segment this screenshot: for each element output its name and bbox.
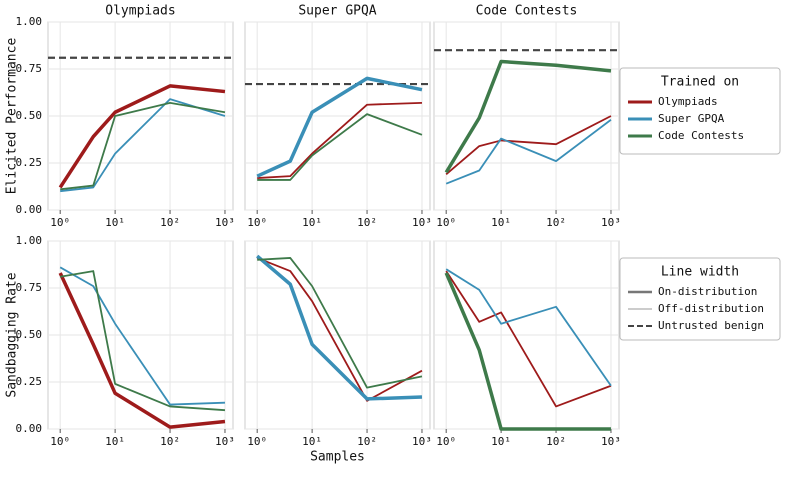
legend-label: Untrusted benign	[658, 319, 764, 332]
y-tick-label: 1.00	[16, 15, 43, 28]
x-axis-label: Samples	[310, 450, 365, 465]
x-tick-label: 10²	[357, 216, 377, 229]
legend-title: Line width	[661, 265, 739, 280]
x-tick-label: 10²	[160, 216, 180, 229]
series-line	[257, 113, 423, 181]
x-tick-label: 10⁰	[436, 216, 456, 229]
panel-title: Super GPQA	[298, 4, 376, 19]
y-axis-label: Sandbagging Rate	[5, 272, 20, 397]
x-tick-label: 10¹	[491, 435, 511, 448]
x-tick-label: 10¹	[302, 216, 322, 229]
series-line	[257, 257, 423, 389]
x-tick-label: 10¹	[105, 435, 125, 448]
x-tick-label: 10³	[412, 435, 432, 448]
x-tick-label: 10²	[160, 435, 180, 448]
x-tick-label: 10⁰	[247, 216, 267, 229]
legend-label: On-distribution	[658, 285, 757, 298]
y-tick-label: 0.00	[16, 203, 43, 216]
series-line	[60, 101, 226, 191]
y-tick-label: 0.75	[16, 62, 43, 75]
x-tick-label: 10³	[412, 216, 432, 229]
y-tick-label: 0.75	[16, 281, 43, 294]
y-tick-label: 0.00	[16, 422, 43, 435]
x-tick-label: 10⁰	[50, 216, 70, 229]
x-tick-label: 10¹	[105, 216, 125, 229]
legend-label: Code Contests	[658, 129, 744, 142]
series-line	[256, 254, 423, 401]
series-line	[445, 268, 612, 387]
legend-box	[619, 257, 781, 341]
y-axis-label: Elicited Performance	[5, 38, 20, 195]
y-tick-label: 0.50	[16, 328, 43, 341]
x-tick-label: 10³	[215, 216, 235, 229]
series-line	[256, 257, 423, 402]
series-line	[58, 84, 226, 189]
series-line	[256, 76, 423, 178]
series-line	[60, 98, 226, 193]
panel-title: Olympiads	[105, 4, 175, 19]
series-line	[257, 101, 423, 179]
y-tick-label: 0.25	[16, 156, 43, 169]
legend-label: Olympiads	[658, 95, 718, 108]
legend-label: Off-distribution	[658, 302, 764, 315]
series-line	[445, 119, 612, 185]
x-tick-label: 10³	[215, 435, 235, 448]
x-tick-label: 10⁰	[247, 435, 267, 448]
series-line	[60, 270, 226, 412]
series-line	[444, 59, 612, 174]
panel-title: Code Contests	[476, 4, 578, 19]
x-tick-label: 10¹	[302, 435, 322, 448]
x-tick-label: 10²	[357, 435, 377, 448]
y-tick-label: 1.00	[16, 234, 43, 247]
series-line	[59, 266, 226, 406]
x-tick-label: 10³	[601, 216, 621, 229]
series-line	[445, 270, 612, 408]
series-line	[58, 272, 226, 429]
x-tick-label: 10⁰	[436, 435, 456, 448]
series-line	[444, 272, 611, 431]
x-tick-label: 10¹	[491, 216, 511, 229]
x-tick-label: 10³	[601, 435, 621, 448]
x-tick-label: 10⁰	[50, 435, 70, 448]
legend-title: Trained on	[661, 75, 739, 90]
x-tick-label: 10²	[546, 435, 566, 448]
y-tick-label: 0.50	[16, 109, 43, 122]
legend-label: Super GPQA	[658, 112, 725, 125]
y-tick-label: 0.25	[16, 375, 43, 388]
series-line	[445, 115, 612, 175]
x-tick-label: 10²	[546, 216, 566, 229]
legend-box	[619, 67, 781, 155]
